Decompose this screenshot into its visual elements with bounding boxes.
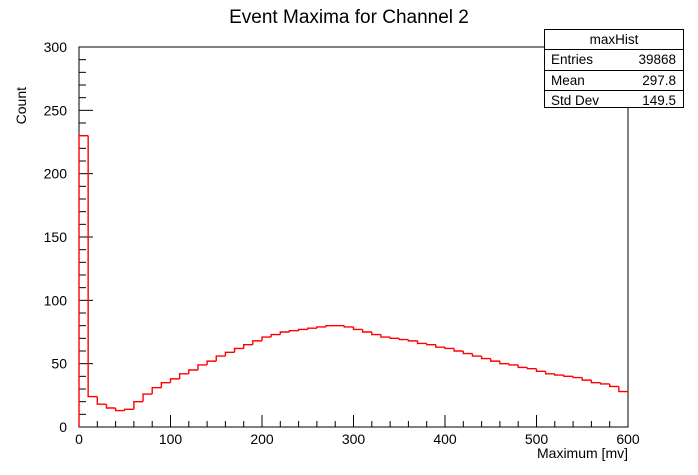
stats-mean-label: Mean [551,72,585,88]
histogram-bin [243,343,253,349]
x-tick-label: 400 [433,431,457,447]
stats-row-entries: Entries 39868 [545,50,683,70]
histogram-bin [444,347,455,350]
histogram-bin [78,134,89,427]
histogram-bin [563,375,574,378]
histogram-bin [160,381,171,388]
histogram-bin [599,382,610,385]
histogram-bin [618,386,628,393]
histogram-bin [206,360,217,365]
histogram-bin [224,351,235,357]
histogram-bin [197,364,208,370]
histogram-bin [609,383,619,388]
stats-row-stddev: Std Dev 149.5 [545,90,683,111]
stats-box: maxHist Entries 39868 Mean 297.8 Std Dev… [544,29,684,108]
histogram-bin [87,135,98,398]
histogram-bin [297,328,308,331]
x-tick-label: 200 [250,431,274,447]
histogram-bin [261,336,272,341]
histogram-bin [270,333,281,338]
histogram-bin [96,396,107,405]
histogram-bin [114,408,125,412]
histogram-bin [499,361,510,365]
x-tick-label: 500 [525,431,549,447]
x-tick-label: 100 [159,431,183,447]
stats-stddev-value: 149.5 [642,93,676,108]
y-tick-label: 200 [44,166,68,182]
histogram-bin [233,347,244,353]
histogram-bin [462,351,473,355]
histogram-bin [544,371,555,375]
histogram-bin [288,330,299,332]
histogram-bin [517,364,528,369]
histogram-bin [380,334,391,338]
histogram-bin [453,348,464,352]
histogram-bin [124,408,134,411]
x-tick-label: 600 [616,431,640,447]
y-tick-label: 250 [44,102,68,118]
histogram-bin [352,326,363,331]
histogram-bin [490,358,500,362]
histogram-bin [371,332,381,336]
stats-entries-label: Entries [551,52,594,67]
stats-stddev-label: Std Dev [551,93,600,108]
stats-box-name: maxHist [545,30,683,50]
histogram-bin [279,331,290,335]
stats-entries-value: 39868 [638,52,676,67]
histogram-bin [435,344,445,348]
histogram-bin [407,339,418,342]
histogram-bin [169,378,180,383]
histogram-bin [361,329,372,333]
histogram-bin [151,387,162,395]
y-tick-label: 300 [44,39,68,55]
y-tick-label: 150 [44,229,68,245]
histogram-bin [480,356,491,360]
histogram-bin [471,353,482,357]
x-tick-label: 0 [75,431,83,447]
histogram-bin [142,393,153,402]
histogram-bin [590,380,601,384]
histogram-bin [215,355,226,362]
histogram-bin [178,373,189,379]
histogram-bin [343,325,354,328]
histogram-bin [307,327,317,330]
histogram-bin [188,369,198,374]
histogram-bin [133,400,144,410]
histogram-bin [526,367,537,370]
histogram-bin [398,338,409,341]
histogram-bin [554,373,564,376]
y-tick-label: 50 [51,356,67,372]
y-tick-label: 100 [44,292,68,308]
stats-row-mean: Mean 297.8 [545,69,683,91]
histogram-bin [105,404,116,409]
stats-mean-value: 297.8 [642,72,676,88]
histogram-bin [416,340,427,345]
histogram-bin [426,343,436,346]
x-axis-title: Maximum [mv] [537,445,628,461]
histogram-bin [316,326,327,329]
y-axis-title: Count [13,87,29,124]
histogram-bin [581,377,592,381]
x-tick-label: 300 [342,431,366,447]
y-tick-label: 0 [59,419,67,435]
histogram-bin [535,368,546,372]
chart-title: Event Maxima for Channel 2 [229,7,469,28]
histogram-bin [252,340,262,345]
histogram-bin [325,324,336,327]
histogram-bin [389,337,400,340]
histogram-bin [572,376,583,379]
histogram-bin [508,363,519,366]
